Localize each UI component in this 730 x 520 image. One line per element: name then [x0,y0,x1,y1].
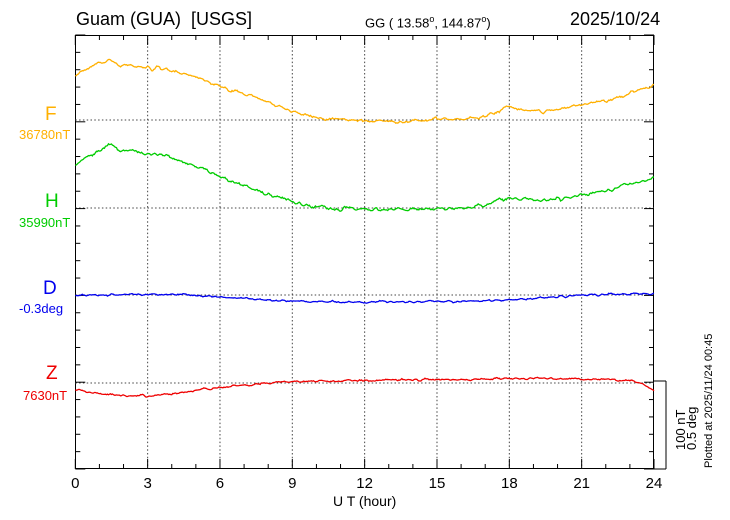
svg-text:18: 18 [501,475,518,492]
svg-text:15: 15 [429,475,446,492]
svg-text:12: 12 [356,475,373,492]
svg-text:Plotted at 2025/11/24 00:45: Plotted at 2025/11/24 00:45 [703,334,715,468]
svg-text:9: 9 [288,475,296,492]
svg-text:3: 3 [143,475,151,492]
svg-text:6: 6 [216,475,224,492]
svg-text:21: 21 [573,475,590,492]
svg-text:0: 0 [71,475,79,492]
svg-text:24: 24 [646,475,663,492]
svg-text:0.5 deg: 0.5 deg [684,407,699,450]
